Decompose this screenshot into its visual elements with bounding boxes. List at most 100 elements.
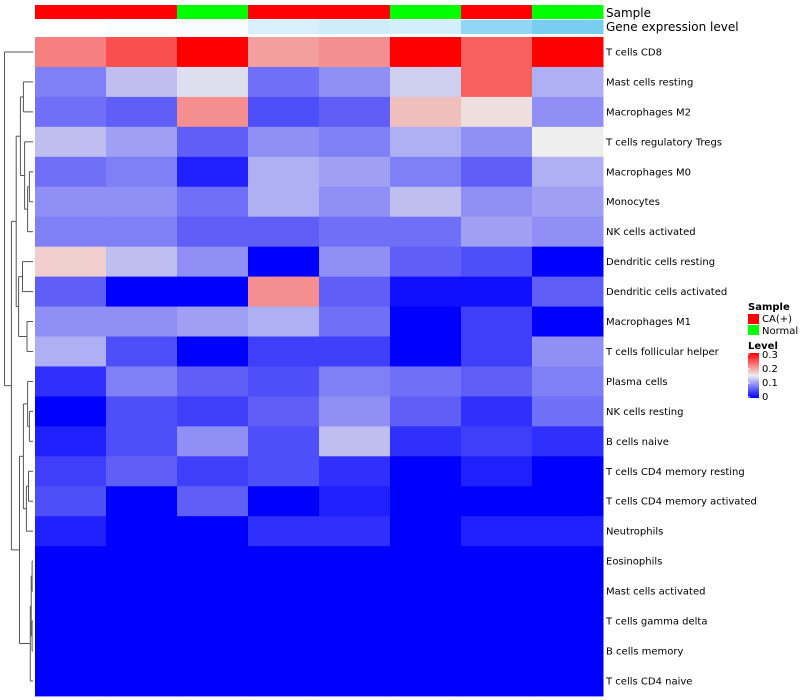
heatmap-cell xyxy=(319,66,391,98)
heatmap-cell xyxy=(177,366,249,397)
legend-tick-0-1: 0.1 xyxy=(762,378,778,389)
heatmap-cell xyxy=(177,516,249,547)
heatmap-cell xyxy=(532,37,604,68)
heatmap-cell xyxy=(390,546,462,577)
heatmap-cell xyxy=(532,306,604,337)
heatmap-cell xyxy=(319,37,391,68)
heatmap-cell xyxy=(390,246,462,278)
heatmap-cell xyxy=(35,366,107,397)
heatmap-cell xyxy=(106,396,178,427)
heatmap-cell xyxy=(248,546,320,577)
heatmap-cell xyxy=(35,486,107,517)
heatmap-cell xyxy=(106,156,178,188)
heatmap-cell xyxy=(248,126,320,158)
row-label: Macrophages M0 xyxy=(606,167,691,178)
row-label: Plasma cells xyxy=(606,377,668,388)
row-label: Monocytes xyxy=(606,197,660,208)
heatmap-cell xyxy=(106,486,178,517)
sample-annotation-cell xyxy=(390,5,462,19)
row-label: Mast cells resting xyxy=(606,77,693,88)
gene-expression-annotation-cell xyxy=(106,20,178,34)
sample-annotation-cell xyxy=(532,5,604,19)
heatmap-cell xyxy=(319,366,391,397)
heatmap-cell xyxy=(532,546,604,577)
heatmap-cell xyxy=(248,636,320,667)
heatmap-cell xyxy=(390,306,462,337)
heatmap-cell xyxy=(532,426,604,457)
heatmap-cell xyxy=(35,426,107,457)
row-dendrogram xyxy=(4,51,33,682)
heatmap-cell xyxy=(319,276,391,308)
heatmap-cell xyxy=(35,606,107,637)
heatmap-cell xyxy=(248,37,320,68)
heatmap-cell xyxy=(106,546,178,577)
heatmap-cell xyxy=(319,156,391,188)
heatmap-cell xyxy=(461,486,533,517)
heatmap-cell xyxy=(177,216,249,248)
heatmap-cell xyxy=(461,546,533,577)
heatmap-cell xyxy=(319,486,391,517)
heatmap-cell xyxy=(177,96,249,128)
heatmap-cell xyxy=(532,486,604,517)
heatmap-cell xyxy=(35,37,107,68)
annotation-label-gene-expression: Gene expression level xyxy=(606,20,739,34)
heatmap-cell xyxy=(390,276,462,308)
row-label: T cells CD8 xyxy=(605,47,662,58)
heatmap-cell xyxy=(390,665,462,697)
row-label: Neutrophils xyxy=(606,527,663,538)
heatmap-cell xyxy=(106,665,178,697)
heatmap-cell xyxy=(35,186,107,218)
heatmap-cell xyxy=(177,156,249,188)
row-labels: T cells CD8 Mast cells resting Macrophages… xyxy=(605,47,757,687)
heatmap-cell xyxy=(390,576,462,607)
heatmap-cell xyxy=(248,336,320,367)
heatmap-cell xyxy=(177,606,249,637)
heatmap-cell xyxy=(319,636,391,667)
heatmap-cell xyxy=(248,396,320,427)
legend-label-ca: CA(+) xyxy=(762,314,792,325)
heatmap-cell xyxy=(319,126,391,158)
heatmap-cell xyxy=(461,396,533,427)
heatmap-cell xyxy=(319,306,391,337)
heatmap-cell xyxy=(390,66,462,98)
row-label: T cells CD4 memory resting xyxy=(605,467,745,478)
heatmap-cell xyxy=(106,606,178,637)
sample-annotation-cell xyxy=(248,5,320,19)
heatmap-cell xyxy=(177,306,249,337)
legend: Sample CA(+) Normal Level 0.3 0.2 0.1 0 xyxy=(748,302,798,403)
heatmap-cell xyxy=(35,126,107,158)
heatmap-cell xyxy=(106,366,178,397)
heatmap-cell xyxy=(390,516,462,547)
heatmap-cell xyxy=(177,37,249,68)
heatmap-cell xyxy=(177,426,249,457)
heatmap-cell xyxy=(248,456,320,487)
column-annotations xyxy=(35,5,604,34)
heatmap-cell xyxy=(35,665,107,697)
gene-expression-annotation-cell xyxy=(319,20,391,34)
heatmap-cell xyxy=(248,576,320,607)
heatmap-cell xyxy=(390,37,462,68)
heatmap-cell xyxy=(461,636,533,667)
row-label: T cells regulatory Tregs xyxy=(605,137,722,148)
heatmap-cell xyxy=(248,606,320,637)
heatmap-cell xyxy=(106,276,178,308)
heatmap-cell xyxy=(390,636,462,667)
heatmap-cell xyxy=(461,37,533,68)
row-label: B cells memory xyxy=(606,646,683,657)
heatmap-cell xyxy=(319,216,391,248)
heatmap-cell xyxy=(461,516,533,547)
heatmap-cell xyxy=(177,246,249,278)
heatmap-cell xyxy=(532,456,604,487)
legend-tick-0: 0 xyxy=(762,392,768,403)
heatmap-cell xyxy=(532,636,604,667)
heatmap-cell xyxy=(390,366,462,397)
heatmap-cell xyxy=(177,276,249,308)
heatmap-cell xyxy=(35,66,107,98)
heatmap-cell xyxy=(390,186,462,218)
heatmap-cell xyxy=(35,276,107,308)
heatmap-cell xyxy=(461,156,533,188)
heatmap-cell xyxy=(106,96,178,128)
gene-expression-annotation-cell xyxy=(390,20,462,34)
heatmap-cell xyxy=(390,606,462,637)
legend-tick-0-3: 0.3 xyxy=(762,350,778,361)
